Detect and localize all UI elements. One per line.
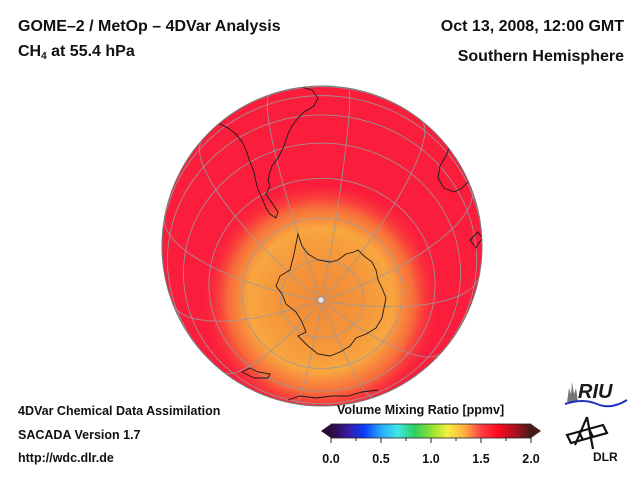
longitude-line	[172, 300, 323, 322]
riu-logo-text: RIU	[578, 381, 613, 403]
colorbar-tick-label: 1.0	[422, 452, 440, 466]
dlr-logo-text: DLR	[593, 450, 618, 464]
colorbar-ramp	[330, 423, 532, 439]
longitude-line	[321, 188, 473, 302]
southern-coast-arc	[287, 389, 379, 401]
longitude-line	[266, 94, 323, 301]
colorbar-tick-label: 0.5	[372, 452, 390, 466]
species: CH	[18, 43, 42, 60]
globe-outline	[161, 85, 483, 407]
analysis-date: Oct 13, 2008, 12:00 GMT	[440, 18, 624, 35]
species-level-title: CH4 at 55.4 hPa	[18, 43, 135, 62]
longitude-line	[295, 300, 323, 405]
latitude-line	[167, 114, 477, 367]
colorbar-ticks	[330, 438, 532, 443]
longitude-line	[198, 139, 323, 302]
riu-logo: RIU	[564, 381, 628, 408]
plot-title: GOME–2 / MetOp – 4DVar Analysis	[18, 18, 281, 35]
footer-version: SACADA Version 1.7	[18, 428, 141, 442]
river-wave-icon	[564, 399, 628, 408]
pressure-level: at 55.4 hPa	[46, 43, 135, 60]
south-pole-marker	[317, 296, 325, 304]
south-america-coastline	[215, 86, 319, 219]
colorbar-tick-label: 2.0	[522, 452, 540, 466]
footer-url[interactable]: http://wdc.dlr.de	[18, 451, 114, 465]
colorbar-extend-max	[531, 424, 541, 438]
colorbar-title: Volume Mixing Ratio [ppmv]	[337, 403, 505, 417]
footer-system-name: 4DVar Chemical Data Assimilation	[18, 404, 221, 418]
longitude-line	[321, 88, 351, 301]
madagascar-coastline	[469, 231, 482, 249]
longitude-line	[321, 120, 426, 301]
latitude-line	[162, 95, 482, 244]
dlr-emblem-icon	[565, 416, 609, 450]
longitude-line	[321, 300, 442, 358]
species-subscript: 4	[41, 51, 47, 62]
colorbar-tick-label: 0.0	[322, 452, 340, 466]
antarctica-coastline	[275, 232, 387, 357]
cathedral-icon	[567, 382, 578, 402]
longitude-line	[321, 275, 480, 307]
australia-edge-coastline	[240, 367, 271, 379]
colorbar-tick-label: 1.5	[472, 452, 490, 466]
longitude-line	[222, 300, 323, 374]
dlr-logo: DLR	[565, 416, 618, 464]
graticule	[162, 86, 482, 405]
region-label: Southern Hemisphere	[457, 48, 624, 65]
colorbar	[321, 423, 541, 443]
longitude-line	[321, 300, 374, 398]
colorbar-extend-min	[321, 424, 331, 438]
